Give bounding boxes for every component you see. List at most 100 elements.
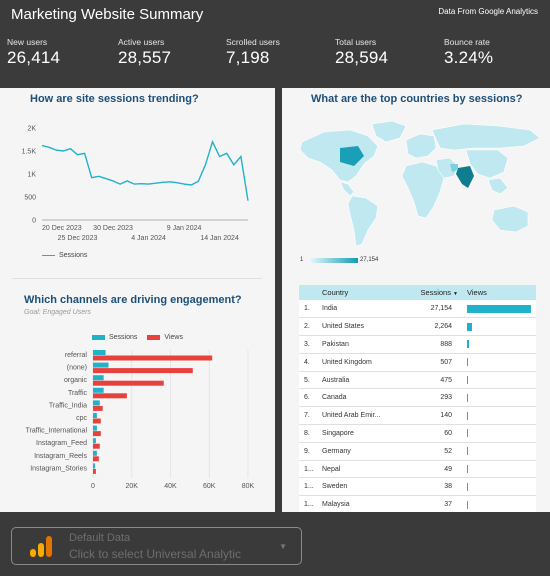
table-row[interactable]: 1... Malaysia 37 (299, 495, 536, 515)
views-bar (467, 429, 468, 438)
country-cell: United Arab Emir... (322, 406, 407, 426)
data-source-picker[interactable]: Default Data Click to select Universal A… (11, 527, 302, 565)
table-row[interactable]: 8. Singapore 60 (299, 424, 536, 443)
left-panel: How are site sessions trending? 0 500 1K 1.… (0, 88, 275, 512)
country-cell: Canada (322, 388, 407, 408)
views-bar (467, 322, 473, 331)
views-bar (93, 405, 103, 411)
sessions-cell: 888 (407, 335, 462, 354)
data-source-hint: Click to select Universal Analytic (69, 547, 242, 561)
rank-cell: 4. (299, 353, 322, 372)
views-bar (93, 355, 213, 361)
table-row[interactable]: 3. Pakistan 888 (299, 335, 536, 354)
table-row[interactable]: 1... Sweden 38 (299, 477, 536, 497)
kpi-value: 26,414 (7, 48, 61, 67)
y-tick-label: 500 (24, 195, 36, 202)
legend-sessions-label: Sessions (109, 334, 138, 341)
central-america-shape (339, 181, 355, 197)
views-cell (462, 495, 536, 515)
kpi-value: 28,594 (335, 48, 389, 67)
data-source-note: Data From Google Analytics (438, 7, 538, 16)
sessions-cell: 293 (407, 388, 462, 408)
africa-shape (401, 161, 445, 219)
views-cell (462, 477, 536, 497)
sessions-bar (93, 413, 97, 418)
views-cell (462, 460, 536, 479)
sessions-cell: 475 (407, 371, 462, 390)
views-cell (462, 353, 536, 372)
views-bar (93, 443, 100, 449)
country-cell: Sweden (322, 477, 407, 497)
divider (12, 278, 262, 279)
table-row[interactable]: 1. India 27,154 (299, 300, 536, 319)
table-header-row: Country Sessions ▼ Views (299, 285, 536, 300)
europe-shape (405, 133, 437, 159)
india-shape (456, 166, 474, 188)
legend-views-label: Views (164, 334, 183, 341)
views-bar (93, 368, 193, 374)
views-header[interactable]: Views (462, 285, 536, 300)
rank-cell: 7. (299, 406, 322, 426)
country-header[interactable]: Country (322, 285, 407, 300)
rank-cell: 2. (299, 317, 322, 337)
table-row[interactable]: 1... Nepal 49 (299, 460, 536, 479)
views-bar (93, 418, 101, 424)
sessions-legend: Sessions (42, 252, 87, 259)
category-label: Traffic (68, 390, 88, 397)
country-cell: Germany (322, 442, 407, 461)
category-label: Instagram_Reels (34, 453, 87, 460)
views-cell (462, 442, 536, 461)
category-label: organic (64, 377, 87, 384)
kpi-value: 7,198 (226, 48, 270, 67)
table-row[interactable]: 9. Germany 52 (299, 442, 536, 461)
sessions-cell: 2,264 (407, 317, 462, 337)
kpi-active-users: Active users 28,557 (118, 37, 171, 68)
country-cell: India (322, 300, 407, 319)
kpi-bounce-rate: Bounce rate 3.24% (444, 37, 493, 68)
kpi-label: Scrolled users (226, 37, 280, 47)
views-bar (467, 376, 469, 385)
rank-cell: 1. (299, 300, 322, 319)
sessions-bar (93, 425, 97, 431)
country-cell: United Kingdom (322, 353, 407, 372)
views-bar (467, 411, 468, 420)
table-row[interactable]: 7. United Arab Emir... 140 (299, 406, 536, 426)
kpi-label: Total users (335, 37, 377, 47)
views-bar (467, 500, 468, 509)
x-tick-label: 14 Jan 2024 (200, 235, 239, 242)
north-america-shape (299, 129, 379, 183)
views-bar (93, 431, 101, 437)
x-tick-label: 80K (242, 483, 255, 490)
x-tick-label: 20K (126, 483, 139, 490)
united-states-shape (340, 146, 364, 166)
sessions-bar (93, 400, 100, 406)
footer-bar: Default Data Click to select Universal A… (0, 512, 550, 576)
rank-cell: 8. (299, 424, 322, 443)
country-cell: Australia (322, 371, 407, 390)
kpi-total-users: Total users 28,594 (335, 37, 388, 68)
greenland-shape (371, 120, 407, 143)
x-tick-label: 0 (91, 483, 95, 490)
southeast-asia-shape (487, 177, 509, 195)
world-map (299, 120, 541, 247)
y-tick-label: 1.5K (22, 149, 37, 156)
table-row[interactable]: 6. Canada 293 (299, 388, 536, 408)
table-row[interactable]: 5. Australia 475 (299, 371, 536, 390)
country-cell: Singapore (322, 424, 407, 443)
data-source-label: Default Data (69, 532, 131, 544)
table-row[interactable]: 2. United States 2,264 (299, 317, 536, 337)
table-row[interactable]: 4. United Kingdom 507 (299, 353, 536, 372)
sessions-cell: 140 (407, 406, 462, 426)
chevron-down-icon[interactable]: ▼ (279, 542, 287, 551)
sort-desc-icon[interactable]: ▼ (453, 291, 458, 297)
views-bar (467, 447, 468, 456)
sessions-legend-label: Sessions (59, 252, 88, 259)
category-label: Instagram_Stories (30, 465, 87, 472)
sessions-line-chart: 0 500 1K 1.5K 2K 20 Dec 2023 30 Dec 2023 9 Jan … (22, 126, 249, 242)
sessions-bar (93, 387, 104, 393)
channels-title: Which channels are driving engagement? (24, 294, 242, 306)
views-bar (467, 304, 531, 313)
kpi-value: 3.24% (444, 48, 494, 67)
russia-shape (431, 123, 541, 151)
sessions-header[interactable]: Sessions ▼ (407, 285, 462, 300)
